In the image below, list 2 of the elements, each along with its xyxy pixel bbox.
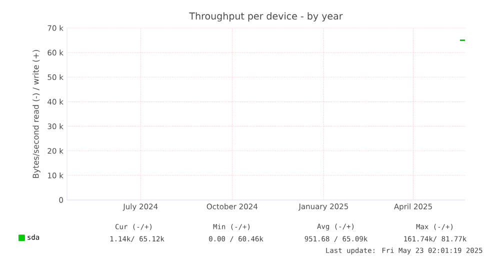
chart-title: Throughput per device - by year xyxy=(189,12,343,22)
y-axis-title: Bytes/second read (-) / write (+) xyxy=(32,50,40,178)
